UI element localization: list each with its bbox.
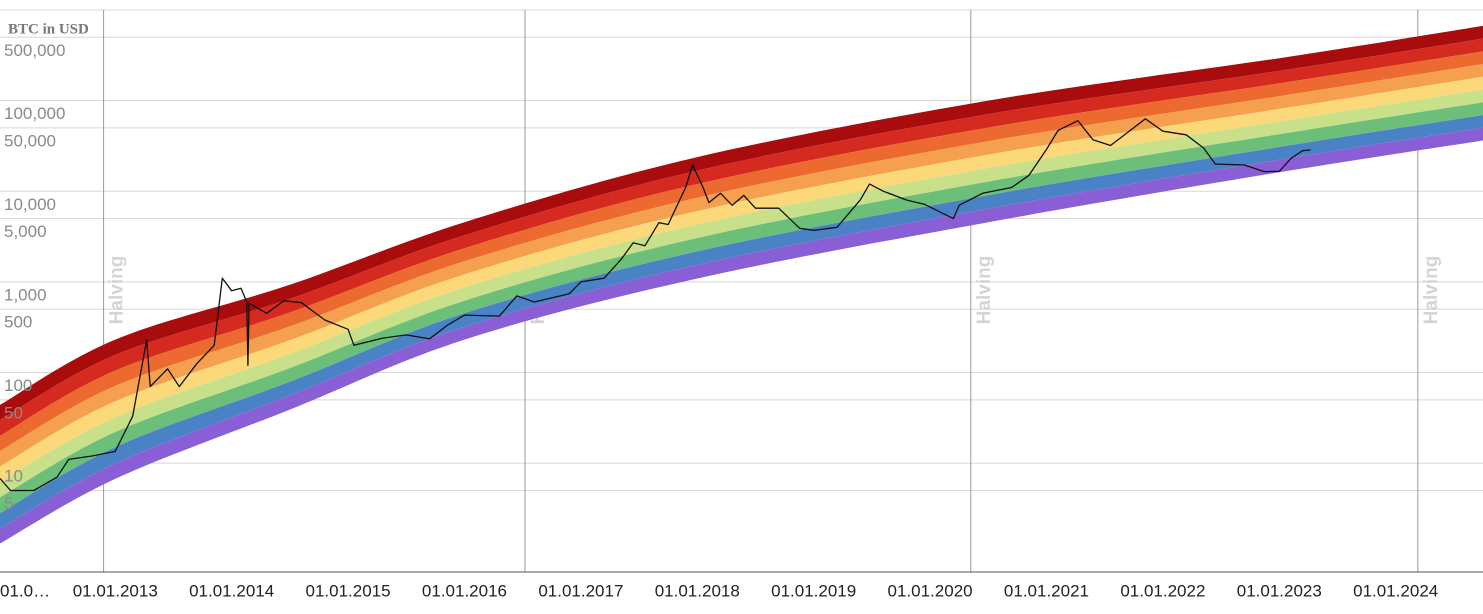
x-tick-label: 01.01.2021 [1004,581,1089,600]
y-tick-label: 100 [4,376,32,395]
x-tick-label: 01.01.2024 [1353,581,1438,600]
y-tick-label: 50,000 [4,131,56,150]
plot-area [0,25,1483,544]
price-line [0,118,1311,492]
x-tick-label: 01.01.2022 [1120,581,1205,600]
y-tick-label: 1,000 [4,285,47,304]
y-axis-title: BTC in USD [8,21,89,37]
x-tick-label: 01.01.2020 [888,581,973,600]
y-tick-label: 50 [4,403,23,422]
x-tick-label: 01.0… [0,581,50,600]
x-tick-label: 01.01.2017 [538,581,623,600]
halving-label: Halving [974,256,995,325]
y-tick-label: 100,000 [4,104,65,123]
y-tick-label: 500,000 [4,41,65,60]
halving-label: Halving [107,256,128,325]
y-tick-label: 10,000 [4,195,56,214]
x-tick-label: 01.01.2019 [771,581,856,600]
y-tick-label: 500 [4,313,32,332]
x-tick-label: 01.01.2016 [422,581,507,600]
x-tick-label: 01.01.2015 [306,581,391,600]
x-tick-label: 01.01.2014 [189,581,274,600]
halving-label: Halving [1421,256,1442,325]
x-tick-label: 01.01.2023 [1237,581,1322,600]
y-tick-label: 5,000 [4,222,47,241]
x-tick-label: 01.01.2013 [73,581,158,600]
tick-labels: 500,000100,00050,00010,0005,0001,0005001… [0,41,1438,601]
y-tick-label: 10 [4,467,23,486]
x-tick-label: 01.01.2018 [655,581,740,600]
y-tick-label: 5 [4,494,13,513]
